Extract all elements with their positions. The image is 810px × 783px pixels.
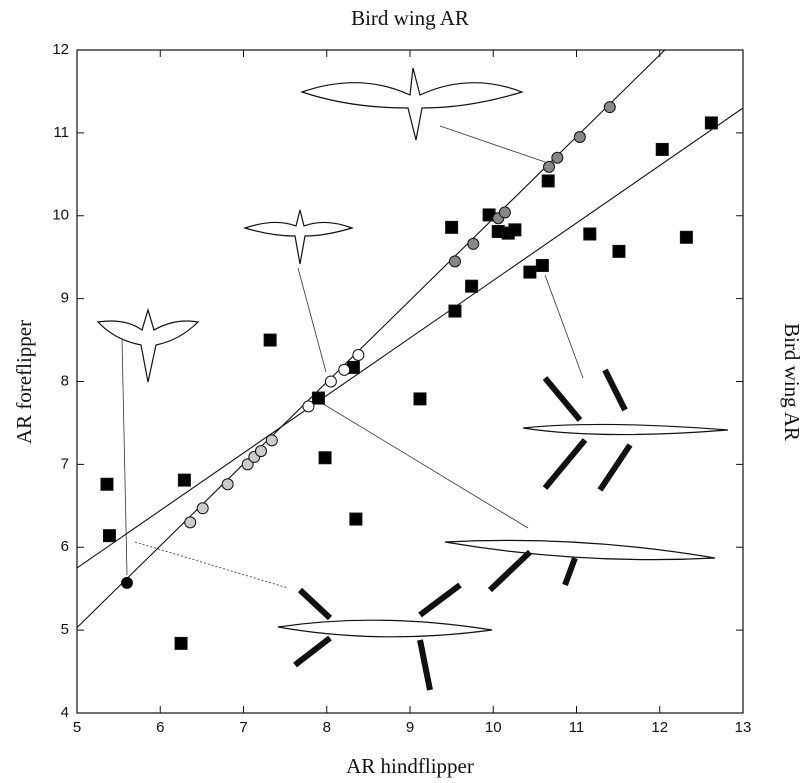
bird-point — [448, 255, 461, 268]
plesiosaur-point — [445, 220, 459, 234]
plesiosaur-point — [535, 258, 549, 272]
connector — [439, 125, 546, 163]
connector — [319, 401, 529, 529]
bird-point — [498, 206, 511, 219]
plesiosaur-point — [174, 636, 188, 650]
plesiosaur-point — [612, 244, 626, 258]
connector — [134, 541, 289, 589]
y2-axis-title: Bird wing AR — [780, 323, 804, 441]
y-tick-label: 6 — [61, 538, 69, 555]
plesiosaur-point — [311, 391, 325, 405]
bird-point — [254, 445, 267, 458]
plesiosaur-illustration — [277, 619, 493, 638]
plesiosaur-point — [704, 116, 718, 130]
plesiosaur-point — [100, 477, 114, 491]
plesiosaur-point — [448, 304, 462, 318]
plesiosaur-point — [523, 265, 537, 279]
bird-point — [352, 348, 365, 361]
plesiosaur-illustration — [444, 539, 716, 561]
plesiosaur-point — [679, 230, 693, 244]
plesiosaur-point — [102, 529, 116, 543]
bird-point — [196, 502, 209, 515]
y-tick-label: 4 — [61, 704, 69, 721]
connector — [297, 267, 327, 373]
plesiosaur-illustration — [542, 368, 633, 492]
x-axis-title: AR hindflipper — [346, 754, 474, 778]
plesiosaur-illustration — [487, 549, 578, 593]
x-tick-label: 13 — [735, 719, 752, 736]
y-tick-label: 9 — [61, 290, 69, 307]
plesiosaur-point — [263, 333, 277, 347]
bird-point — [543, 160, 556, 173]
plesiosaur-point — [318, 451, 332, 465]
y-tick-label: 10 — [52, 207, 69, 224]
x-tick-label: 6 — [156, 719, 164, 736]
regression-line — [76, 107, 744, 569]
bird-point — [221, 478, 234, 491]
y-tick-label: 7 — [61, 455, 69, 472]
bird-point — [573, 131, 586, 144]
plesiosaur-point — [177, 473, 191, 487]
regression-line — [76, 49, 666, 629]
illustrations — [96, 67, 729, 691]
plesiosaur-point — [655, 142, 669, 156]
bird-point — [241, 458, 254, 471]
connector — [121, 337, 128, 576]
y-tick-label: 8 — [61, 372, 69, 389]
bird-point — [324, 375, 337, 388]
plesiosaur-illustration — [293, 582, 462, 691]
y-tick-label: 12 — [52, 41, 69, 58]
bird-point — [338, 363, 351, 376]
x-tick-label: 11 — [569, 719, 585, 736]
x-tick-label: 9 — [406, 719, 414, 736]
bird-point — [265, 434, 278, 447]
bird-point — [551, 151, 564, 164]
plesiosaur-point — [583, 227, 597, 241]
x-tick-label: 5 — [73, 719, 81, 736]
x-tick-label: 7 — [239, 719, 247, 736]
plesiosaur-point — [541, 174, 555, 188]
y-axis-title: AR foreflipper — [12, 320, 36, 444]
bird-point — [467, 237, 480, 250]
bird-illustration — [96, 307, 200, 383]
plesiosaur-point — [508, 223, 522, 237]
x-tick-label: 12 — [651, 719, 668, 736]
x-tick-label: 8 — [323, 719, 331, 736]
bird-point — [120, 576, 133, 589]
bird-point — [302, 400, 315, 413]
plesiosaur-illustration — [522, 423, 729, 436]
plot-frame — [76, 49, 744, 714]
y-tick-label: 11 — [53, 124, 69, 141]
plesiosaur-point — [413, 392, 427, 406]
bird-point — [184, 516, 197, 529]
plesiosaur-point — [465, 279, 479, 293]
bird-point — [603, 101, 616, 114]
top-axis-title: Bird wing AR — [351, 6, 469, 30]
connector — [544, 274, 584, 379]
x-tick-label: 10 — [485, 719, 502, 736]
bird-illustration — [243, 209, 354, 265]
plesiosaur-point — [349, 512, 363, 526]
y-tick-label: 5 — [61, 621, 69, 638]
bird-illustration — [300, 67, 524, 141]
